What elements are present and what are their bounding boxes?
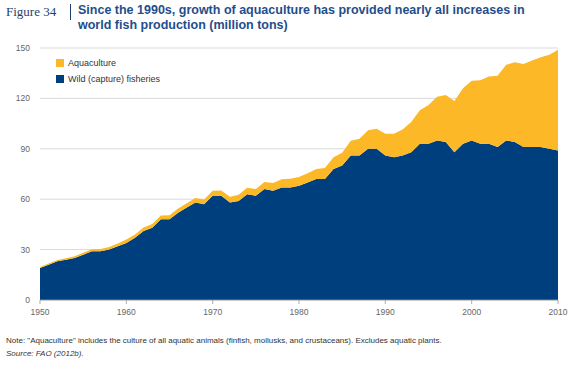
- chart: 0 30 60 90 120 150 1950 1960 1970 1980 1990 2000 201…: [0, 0, 576, 368]
- grid-line: [40, 48, 558, 49]
- plot-area: [40, 50, 558, 300]
- note: Note: "Aquaculture" includes the culture…: [6, 336, 442, 345]
- x-tick: [126, 300, 127, 304]
- x-tick: [40, 300, 41, 304]
- x-tick: [471, 300, 472, 304]
- area-series: [40, 50, 558, 268]
- y-tick-label: 90: [21, 144, 31, 154]
- title: Since the 1990s, growth of aquaculture h…: [78, 3, 558, 33]
- legend-swatch: [56, 59, 64, 67]
- legend-label: Wild (capture) fisheries: [68, 74, 161, 84]
- x-tick: [558, 300, 559, 304]
- source: Source: FAO (2012b).: [6, 349, 84, 358]
- y-tick-label: 150: [16, 43, 30, 53]
- x-tick-label: 1990: [376, 307, 395, 317]
- x-tick-label: 2000: [462, 307, 481, 317]
- x-tick-label: 1950: [31, 307, 50, 317]
- y-tick-label: 30: [21, 245, 31, 255]
- x-tick: [299, 300, 300, 304]
- legend-label: Aquaculture: [68, 58, 116, 68]
- x-tick-label: 1960: [117, 307, 136, 317]
- figure-label: Figure 34: [6, 4, 56, 20]
- y-tick-label: 0: [25, 295, 30, 305]
- legend-swatch: [56, 75, 64, 83]
- y-tick-label: 120: [16, 93, 30, 103]
- y-tick-label: 60: [21, 194, 31, 204]
- x-tick-label: 2010: [549, 307, 568, 317]
- x-tick-label: 1980: [290, 307, 309, 317]
- title-divider: [70, 4, 71, 20]
- x-tick-label: 1970: [203, 307, 222, 317]
- x-tick: [385, 300, 386, 304]
- x-tick: [212, 300, 213, 304]
- area-series: [40, 140, 558, 300]
